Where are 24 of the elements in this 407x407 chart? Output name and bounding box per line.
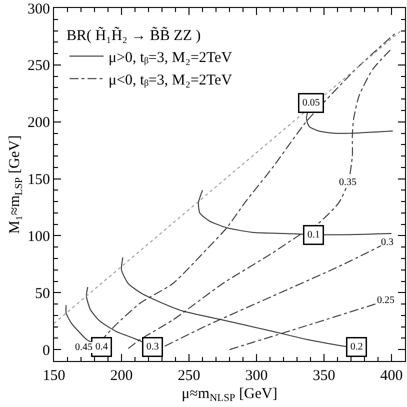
legend-label: μ<0, tᵦ=3, M₂=2TeV [108, 72, 232, 88]
y-tick-label: 100 [28, 228, 50, 245]
y-tick-label: 150 [28, 172, 50, 188]
legend-label: μ>0, tᵦ=3, M₂=2TeV [108, 50, 232, 66]
annotation: 0.35 [339, 177, 356, 188]
annotation: 0.1 [307, 229, 320, 240]
annotation: 0.3 [146, 341, 159, 352]
x-tick-label: 400 [380, 368, 403, 384]
y-tick-label: 200 [28, 115, 50, 132]
x-axis-title: μ≈m$_{NLSP}$ [GeV] [182, 386, 278, 404]
y-tick-label: 300 [28, 1, 50, 18]
annotation: 0.4 [95, 341, 108, 352]
legend-title: BR( H̃₁H̃₂ → B̃B̃ ZZ ) [66, 26, 201, 44]
x-tick-label: 250 [178, 368, 200, 384]
y-tick-label: 0 [42, 342, 50, 359]
annotation: 0.05 [302, 97, 320, 108]
y-tick-label: 250 [28, 58, 50, 74]
x-tick-label: 300 [245, 368, 268, 384]
x-tick-label: 200 [110, 368, 133, 384]
y-tick-label: 50 [35, 286, 50, 302]
annotation: 0.3 [381, 237, 394, 248]
annotation: 0.2 [350, 341, 363, 352]
annotation: 0.25 [377, 295, 394, 306]
x-tick-label: 350 [312, 368, 336, 384]
